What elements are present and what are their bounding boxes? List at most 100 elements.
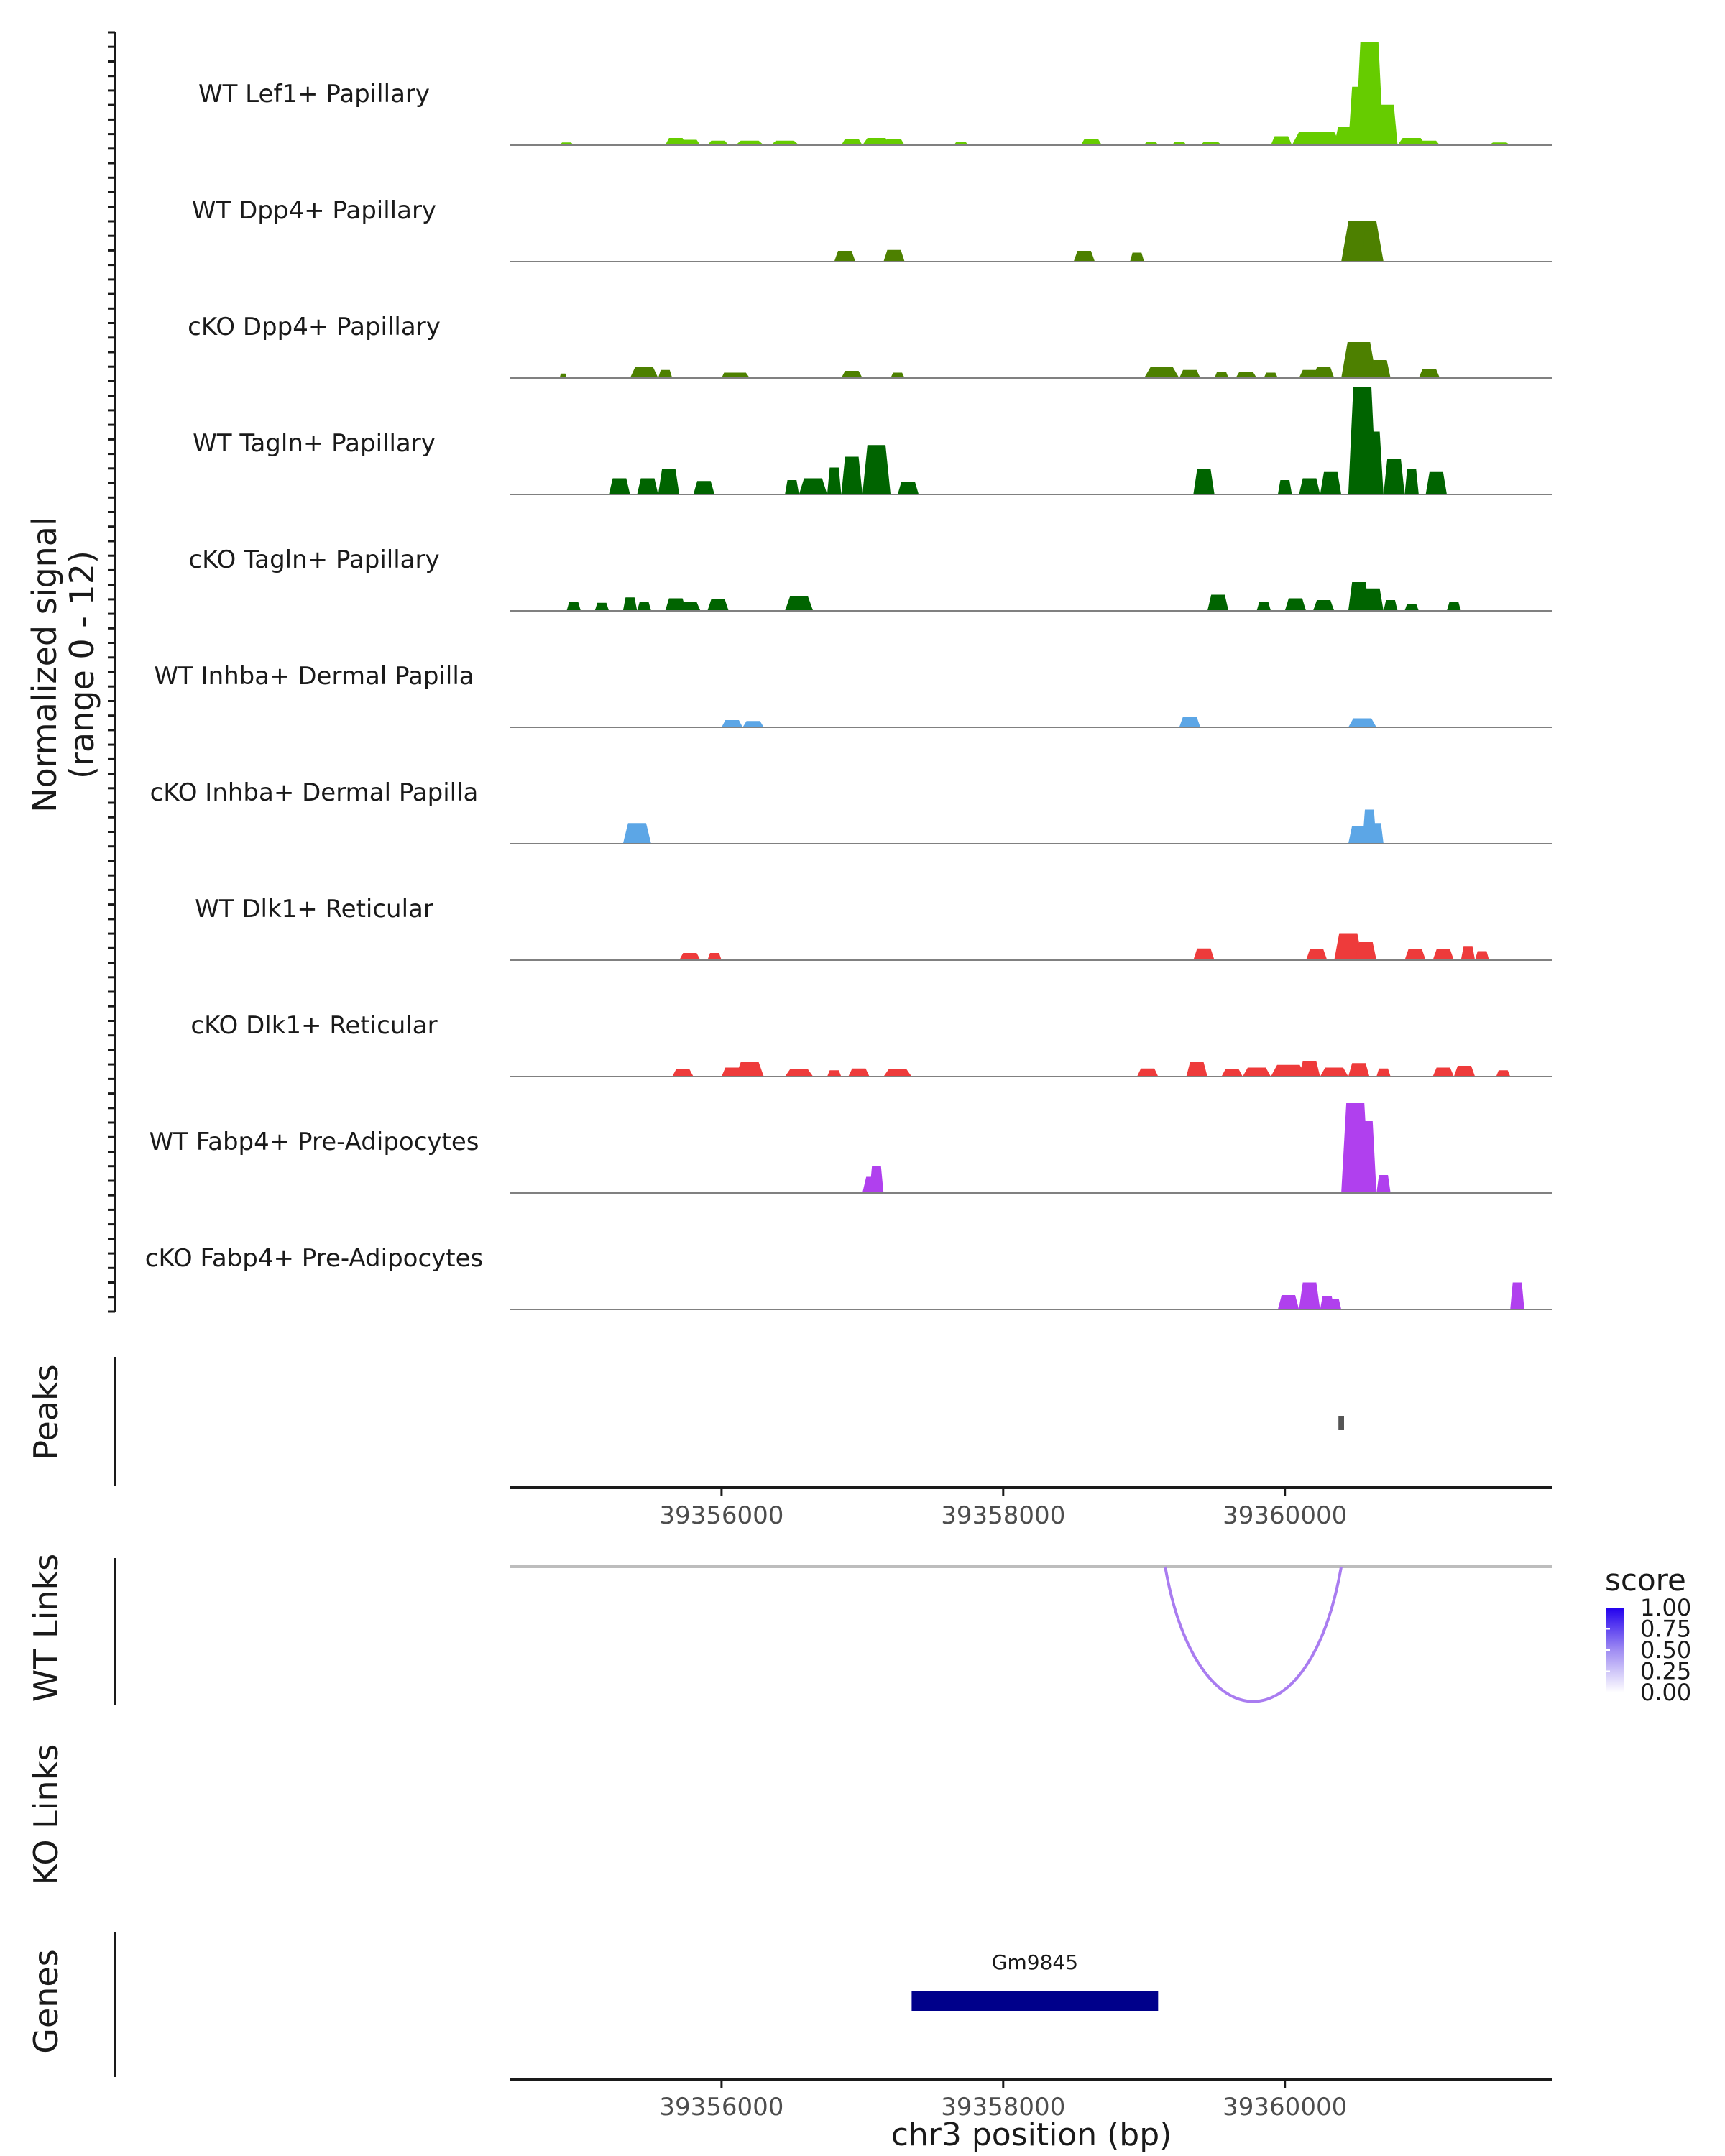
x-axis-tick-label: 39356000 — [659, 1501, 783, 1530]
peaks-label: Peaks — [27, 1364, 65, 1460]
coverage-peak — [827, 467, 842, 494]
legend-tick-label: 0.50 — [1640, 1636, 1691, 1664]
coverage-peak — [1496, 1070, 1511, 1077]
coverage-peak — [785, 480, 799, 494]
coverage-peak — [770, 140, 799, 145]
coverage-peak — [1179, 369, 1201, 378]
coverage-peak — [1320, 1067, 1348, 1077]
coverage-peak — [637, 478, 658, 494]
coverage-peak — [1383, 600, 1398, 611]
genes-label: Genes — [27, 1949, 65, 2053]
coverage-peak — [1271, 136, 1292, 145]
coverage-peak — [1299, 478, 1320, 494]
coverage-peak — [1334, 933, 1363, 960]
coverage-peak — [707, 599, 729, 611]
coverage-track: cKO Inhba+ Dermal Papilla — [150, 778, 1552, 844]
coverage-peak — [1355, 1121, 1377, 1193]
score-legend: score 0.000.250.500.751.00 — [1605, 1562, 1691, 1706]
coverage-peak — [897, 482, 919, 494]
coverage-peak — [1397, 138, 1426, 145]
coverage-peak — [721, 720, 743, 727]
y-axis-range-label: (range 0 - 12) — [63, 550, 101, 779]
coverage-peak — [1355, 942, 1377, 960]
coverage-peak — [869, 1166, 884, 1193]
x-axis-tick-label: 39358000 — [941, 1501, 1065, 1530]
coverage-peak — [1475, 951, 1489, 960]
coverage-peak — [834, 251, 856, 262]
coverage-track: WT Lef1+ Papillary — [198, 42, 1552, 146]
x-axis-title: chr3 position (bp) — [891, 2116, 1172, 2153]
coverage-peak — [622, 597, 638, 611]
coverage-peak — [1242, 1067, 1271, 1077]
coverage-peak — [630, 367, 658, 378]
coverage-peak — [1080, 139, 1102, 145]
coverage-peak — [827, 1070, 842, 1077]
coverage-peak — [883, 1069, 912, 1077]
coverage-track: WT Fabp4+ Pre-Adipocytes — [150, 1103, 1552, 1194]
track-label: WT Fabp4+ Pre-Adipocytes — [150, 1128, 479, 1156]
coverage-peak — [672, 1069, 694, 1077]
track-label: cKO Dlk1+ Reticular — [190, 1011, 437, 1040]
coverage-peak — [1376, 1175, 1391, 1193]
legend-title: score — [1605, 1562, 1686, 1598]
coverage-peak — [1341, 221, 1384, 262]
track-label: cKO Tagln+ Papillary — [188, 545, 439, 574]
x-axis-tick-label: 39360000 — [1223, 2093, 1347, 2122]
coverage-peak — [1277, 480, 1292, 494]
coverage-peak — [1207, 594, 1229, 611]
coverage-peak — [1277, 1295, 1300, 1309]
coverage-track: WT Dpp4+ Papillary — [192, 196, 1552, 262]
coverage-peak — [785, 1069, 814, 1077]
coverage-peak — [693, 481, 715, 494]
x-axis-tick-label: 39360000 — [1223, 1501, 1347, 1530]
coverage-peak — [1299, 1282, 1320, 1309]
coverage-peak — [1221, 1069, 1243, 1077]
wt-link-arc — [1164, 1566, 1343, 1703]
coverage-peak — [1292, 132, 1342, 145]
track-label: cKO Dpp4+ Papillary — [188, 313, 441, 341]
coverage-peak — [1236, 372, 1257, 378]
coverage-peak — [1404, 469, 1419, 494]
coverage-track: cKO Dlk1+ Reticular — [190, 1011, 1552, 1077]
track-label: cKO Inhba+ Dermal Papilla — [150, 778, 479, 807]
coverage-peak — [1299, 1061, 1320, 1077]
coverage-peak — [1271, 1064, 1307, 1077]
coverage-peak — [1425, 471, 1447, 494]
coverage-peak — [862, 445, 891, 494]
coverage-peak — [841, 139, 862, 145]
y-axis-label: Normalized signal — [25, 517, 64, 813]
track-label: WT Dpp4+ Papillary — [192, 196, 436, 225]
legend-tick-label: 1.00 — [1640, 1594, 1691, 1621]
coverage-peak — [1348, 718, 1377, 727]
coverage-peak — [1284, 598, 1307, 611]
coverage-peak — [735, 1062, 764, 1077]
peak-region — [1338, 1416, 1344, 1430]
track-label: WT Lef1+ Papillary — [198, 80, 430, 109]
coverage-peak — [609, 478, 630, 494]
coverage-peak — [679, 953, 701, 960]
coverage-peak — [1144, 367, 1179, 378]
coverage-peak — [1137, 1068, 1159, 1077]
coverage-peak — [785, 596, 814, 611]
coverage-peak — [1362, 431, 1384, 494]
links-tracks — [114, 1558, 1552, 1705]
coverage-peak — [1453, 1066, 1476, 1077]
peaks-track: 39356000 39358000 39360000 — [114, 1357, 1552, 1530]
coverage-peak — [1376, 104, 1398, 145]
gene-body — [911, 1991, 1159, 2011]
coverage-peak — [728, 372, 750, 378]
coverage-track: cKO Dpp4+ Papillary — [188, 313, 1552, 379]
coverage-peak — [1200, 142, 1222, 145]
coverage-peak — [1179, 717, 1201, 727]
legend-tick-label: 0.75 — [1640, 1616, 1691, 1643]
gene-label: Gm9845 — [992, 1950, 1078, 1974]
coverage-peak — [1418, 140, 1440, 145]
coverage-peak — [954, 142, 968, 145]
coverage-peak — [622, 823, 651, 844]
coverage-peak — [594, 602, 610, 611]
coverage-peak — [707, 140, 729, 145]
coverage-peak — [1320, 471, 1342, 494]
genes-track: Gm9845 39356000 39358000 39360000 chr3 posit… — [114, 1932, 1552, 2153]
coverage-peak — [1327, 1299, 1342, 1309]
coverage-peak — [679, 602, 701, 611]
